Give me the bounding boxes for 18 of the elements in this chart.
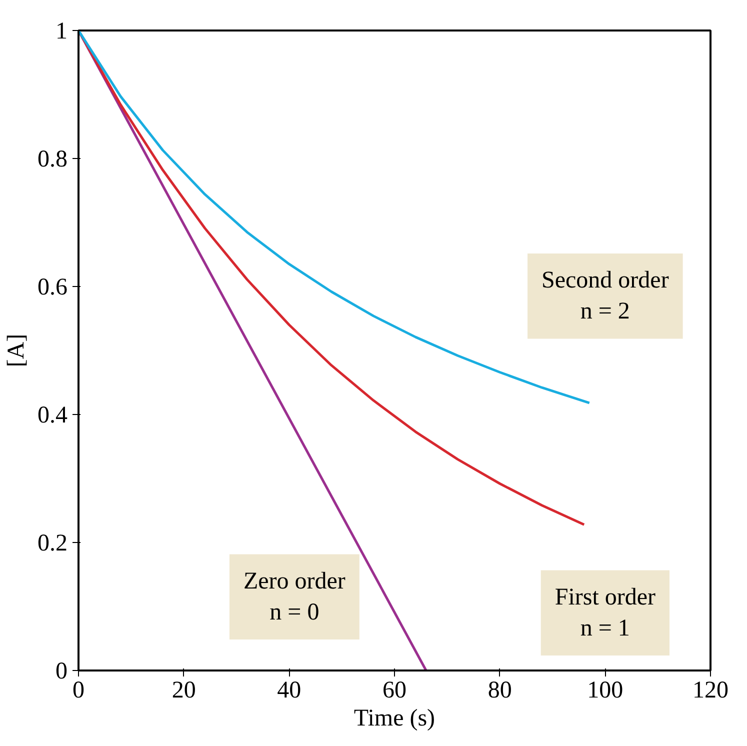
- y-axis-title: [A]: [4, 334, 30, 368]
- y-tick-label: 1: [56, 18, 68, 44]
- x-tick-label: 20: [172, 678, 196, 704]
- text: First order n = 1: [554, 584, 656, 642]
- y-tick-label: 0.2: [38, 530, 68, 556]
- text: Second order n = 2: [542, 268, 669, 325]
- x-tick-label: 100: [587, 678, 624, 704]
- x-tick-label: 0: [72, 678, 84, 704]
- x-axis-title: Time (s): [354, 706, 436, 732]
- x-tick-label: 80: [488, 678, 512, 704]
- x-tick-label: 40: [277, 678, 302, 704]
- x-tick-label: 120: [692, 678, 728, 704]
- y-tick-label: 0.6: [38, 274, 68, 300]
- y-tick-label: 0.4: [38, 402, 68, 428]
- y-tick-label: 0.8: [38, 146, 68, 172]
- x-tick-label: 60: [382, 678, 406, 704]
- series-label: Zero order n = 0: [243, 568, 346, 626]
- y-tick-label: 0: [56, 658, 68, 684]
